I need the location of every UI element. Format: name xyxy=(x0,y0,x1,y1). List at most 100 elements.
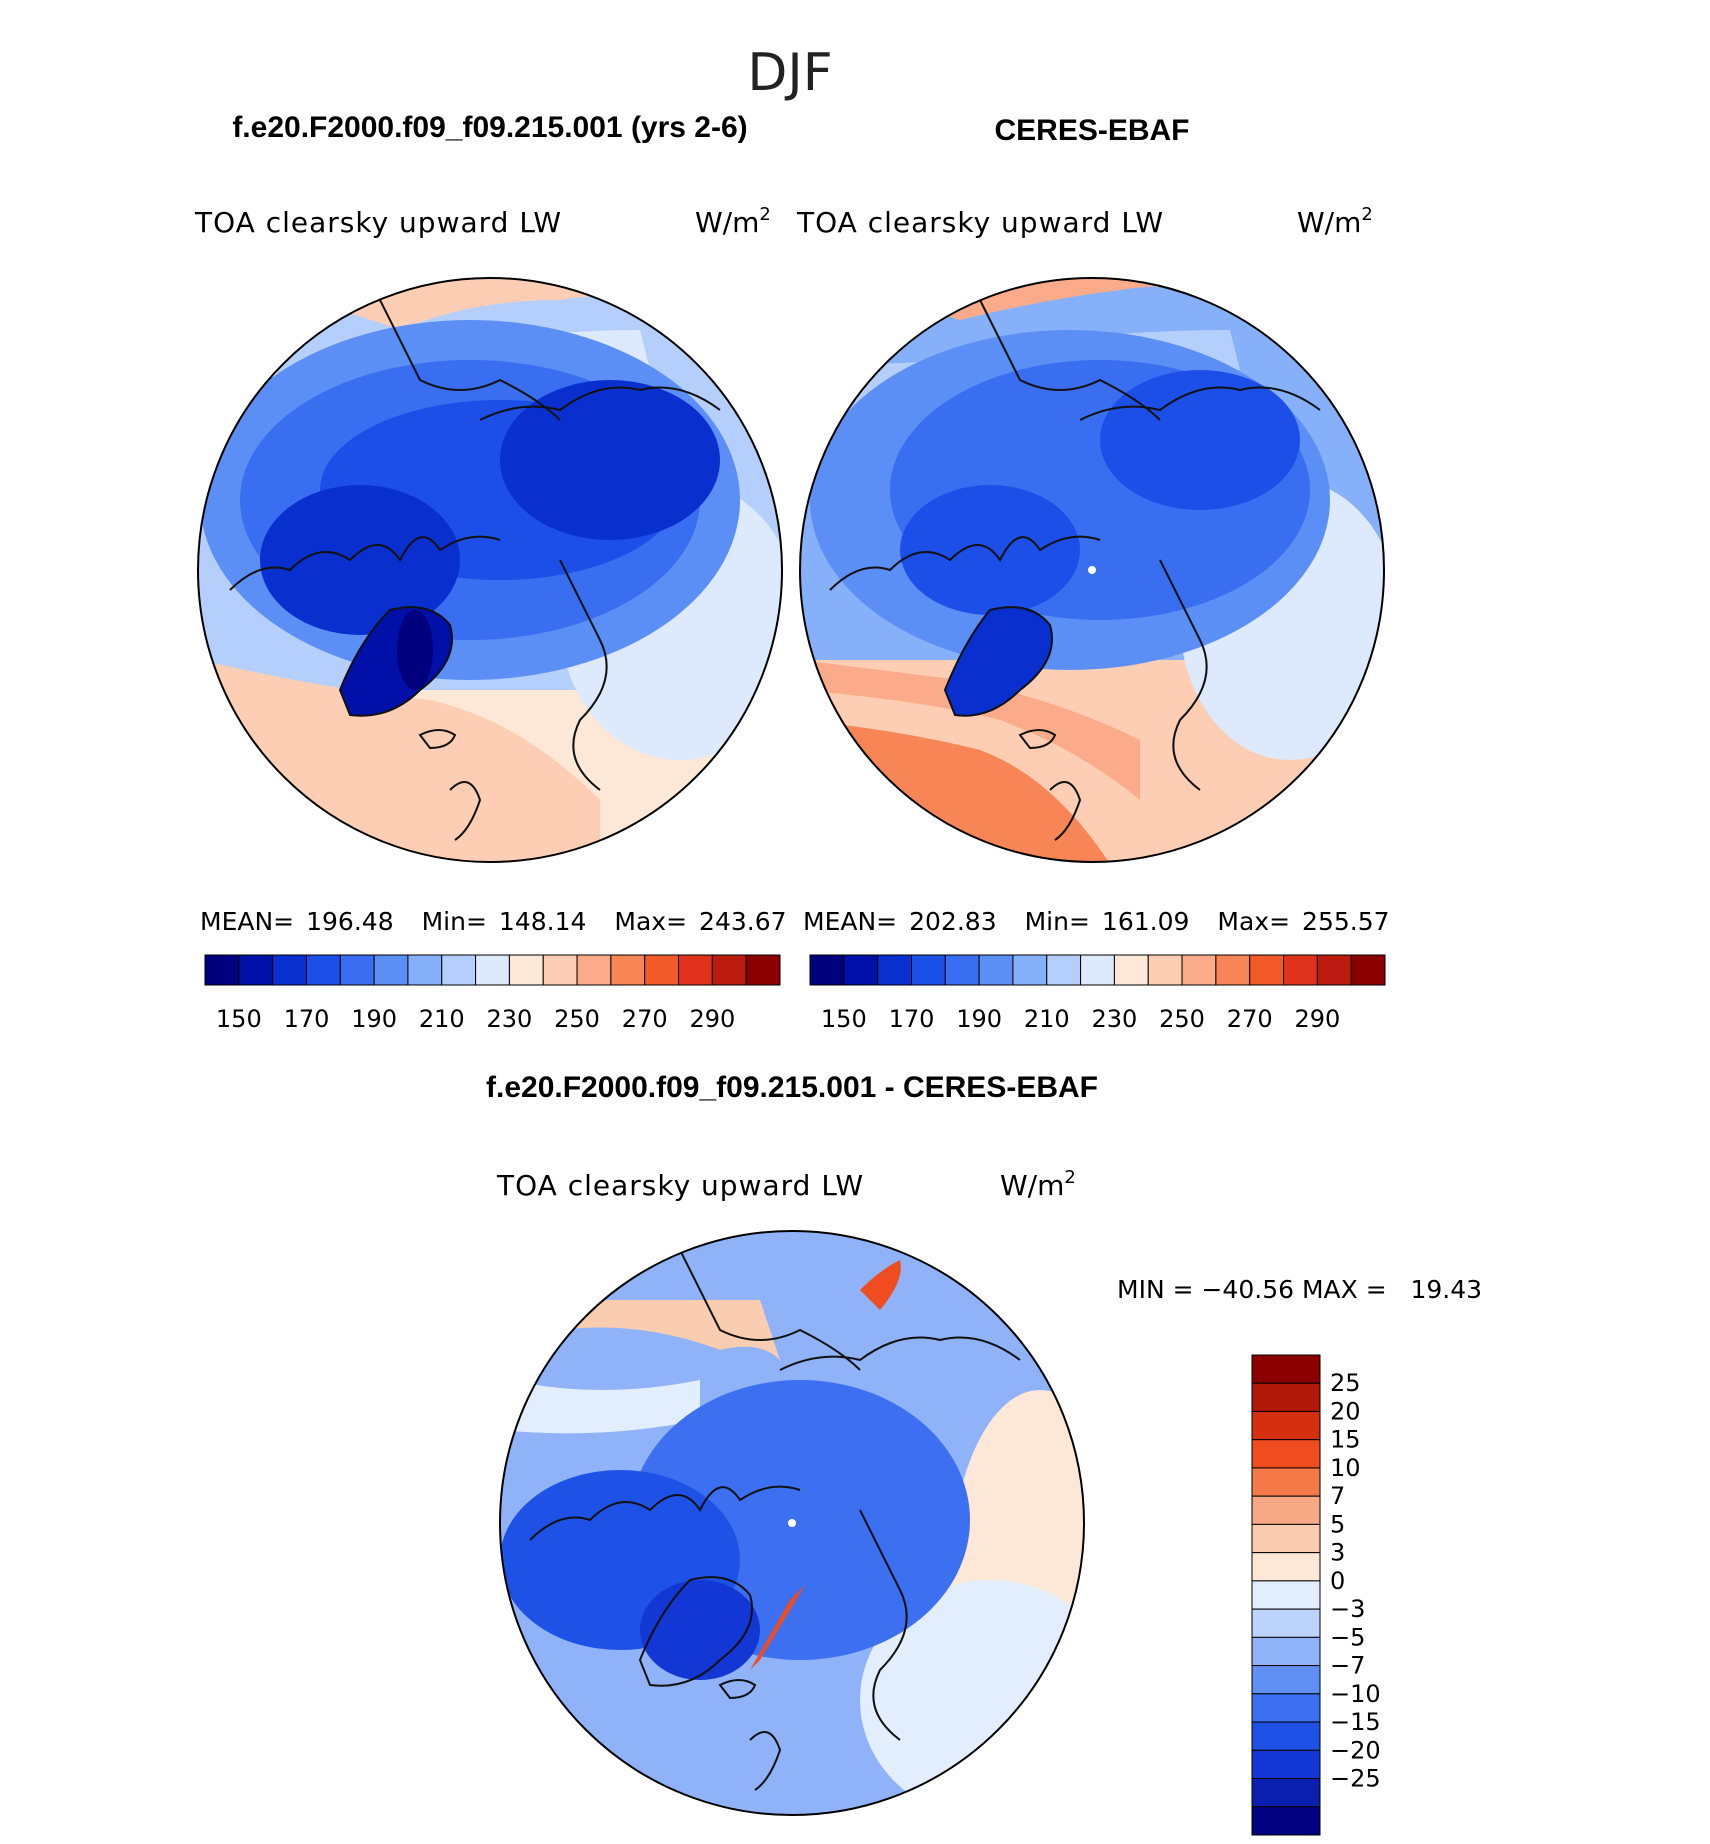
right-case-title: CERES-EBAF xyxy=(994,114,1189,147)
diff-colorbar-bin-0 xyxy=(1251,1354,1321,1384)
diff-colorbar-tick-label: 15 xyxy=(1330,1426,1361,1454)
left-mean-value: 196.48 xyxy=(306,907,393,936)
left-colorbar-tick-label: 170 xyxy=(284,1005,330,1033)
right-colorbar-ticks: 150 170 190 210 230 250 270 290 xyxy=(821,1005,1340,1033)
right-colorbar-bin-13 xyxy=(1249,954,1285,986)
left-polar-map xyxy=(197,277,783,863)
left-units-base: W/m xyxy=(695,206,759,239)
diff-map-greenland-cold xyxy=(640,1580,760,1680)
right-colorbar-bin-8 xyxy=(1080,954,1115,986)
right-colorbar-bin-1 xyxy=(843,954,879,986)
right-map-greenland xyxy=(945,607,1052,716)
left-max-value: 243.67 xyxy=(699,907,786,936)
right-colorbar-bin-7 xyxy=(1046,954,1082,986)
right-map-coast-na xyxy=(829,535,1101,591)
left-colorbar-bin-0 xyxy=(204,954,240,986)
diff-colorbar-tick-label: −7 xyxy=(1330,1652,1365,1680)
left-min-label: Min= xyxy=(422,907,487,936)
diff-units-base: W/m xyxy=(1000,1169,1064,1202)
diff-map-pacific-band xyxy=(500,1380,700,1434)
diff-colorbar-tick-label: −15 xyxy=(1330,1708,1381,1736)
left-units: W/m2 xyxy=(695,204,771,239)
diff-colorbar xyxy=(1251,1354,1321,1836)
right-colorbar-bin-5 xyxy=(978,954,1014,986)
diff-colorbar-bin-9 xyxy=(1251,1608,1321,1638)
right-colorbar-bin-12 xyxy=(1215,954,1251,986)
diff-colorbar-tick-label: −25 xyxy=(1330,1765,1381,1793)
left-colorbar-tick-label: 270 xyxy=(622,1005,668,1033)
right-colorbar-bin-10 xyxy=(1147,954,1183,986)
diff-map-coast-alaska xyxy=(679,1249,861,1371)
left-colorbar-bin-16 xyxy=(745,954,781,986)
diff-map-fram-hot xyxy=(750,1585,805,1670)
left-colorbar-bin-8 xyxy=(475,954,510,986)
right-map-iceland xyxy=(1018,729,1057,750)
left-colorbar-bin-6 xyxy=(407,954,443,986)
diff-units-sup: 2 xyxy=(1064,1167,1075,1188)
diff-polar-map xyxy=(499,1230,1085,1816)
diff-colorbar-bin-1 xyxy=(1251,1382,1321,1412)
diff-colorbar-tick-label: 7 xyxy=(1330,1482,1345,1510)
diff-variable-label: TOA clearsky upward LW xyxy=(496,1169,864,1202)
right-colorbar-bin-14 xyxy=(1283,954,1318,986)
right-map-siberia-cold xyxy=(1100,370,1300,510)
right-mean-label: MEAN= xyxy=(803,907,897,936)
diff-colorbar-bin-13 xyxy=(1251,1721,1321,1751)
right-min-label: Min= xyxy=(1025,907,1090,936)
diff-colorbar-tick-label: 10 xyxy=(1330,1454,1361,1482)
diff-colorbar-tick-label: 3 xyxy=(1330,1539,1345,1567)
diff-map-coast-eurasia xyxy=(779,1336,1021,1741)
left-colorbar-bin-4 xyxy=(339,954,375,986)
left-colorbar-bin-11 xyxy=(576,954,612,986)
left-case-title: f.e20.F2000.f09_f09.215.001 (yrs 2-6) xyxy=(232,111,747,144)
diff-map-iceland xyxy=(718,1679,757,1700)
right-colorbar-bin-9 xyxy=(1113,954,1149,986)
right-map-atlantic-mid xyxy=(800,660,1140,800)
left-stats: MEAN= 196.48 Min= 148.14 Max= 243.67 xyxy=(200,907,787,936)
right-colorbar-tick-label: 230 xyxy=(1092,1005,1138,1033)
left-map-coast-eurasia xyxy=(479,386,721,791)
diff-units: W/m2 xyxy=(1000,1167,1076,1202)
diff-colorbar-bin-16 xyxy=(1251,1806,1321,1836)
diff-colorbar-bin-5 xyxy=(1251,1495,1321,1525)
right-colorbar-tick-label: 210 xyxy=(1024,1005,1070,1033)
diff-map-coast-na xyxy=(529,1485,801,1541)
season-title: DJF xyxy=(747,43,832,103)
left-max-label: Max= xyxy=(614,907,687,936)
left-colorbar-bin-12 xyxy=(610,954,646,986)
right-max-value: 255.57 xyxy=(1302,907,1389,936)
left-colorbar-tick-label: 250 xyxy=(554,1005,600,1033)
left-colorbar-tick-label: 190 xyxy=(351,1005,397,1033)
right-map-pole-marker xyxy=(1088,566,1096,574)
diff-colorbar-bin-12 xyxy=(1251,1693,1321,1723)
diff-map-pole-marker xyxy=(788,1519,796,1527)
right-colorbar xyxy=(809,954,1386,986)
left-colorbar-tick-label: 150 xyxy=(216,1005,262,1033)
diff-colorbar-tick-label: 25 xyxy=(1330,1369,1361,1397)
right-colorbar-bin-2 xyxy=(877,954,912,986)
diff-map-bering-hot xyxy=(860,1260,901,1310)
left-map-archipelago-cold xyxy=(260,485,460,635)
right-colorbar-tick-label: 270 xyxy=(1227,1005,1273,1033)
left-variable-label: TOA clearsky upward LW xyxy=(194,206,562,239)
right-max-label: Max= xyxy=(1217,907,1290,936)
diff-min-max: MIN = −40.56 MAX = 19.43 xyxy=(1117,1275,1482,1304)
left-min-value: 148.14 xyxy=(499,907,586,936)
diff-colorbar-bin-10 xyxy=(1251,1636,1321,1667)
diff-colorbar-tick-label: −20 xyxy=(1330,1736,1381,1764)
right-colorbar-tick-label: 250 xyxy=(1159,1005,1205,1033)
diff-colorbar-bin-15 xyxy=(1251,1778,1321,1808)
diff-colorbar-bin-6 xyxy=(1251,1523,1321,1554)
right-units-sup: 2 xyxy=(1361,204,1372,225)
diff-colorbar-bin-4 xyxy=(1251,1467,1321,1497)
left-colorbar-bin-1 xyxy=(238,954,274,986)
right-colorbar-bin-6 xyxy=(1012,954,1048,986)
right-colorbar-bin-4 xyxy=(944,954,980,986)
left-colorbar-bin-9 xyxy=(508,954,544,986)
diff-colorbar-tick-label: 0 xyxy=(1330,1567,1345,1595)
left-colorbar-tick-label: 230 xyxy=(487,1005,533,1033)
right-stats: MEAN= 202.83 Min= 161.09 Max= 255.57 xyxy=(803,907,1390,936)
diff-map-coast-uk xyxy=(749,1731,782,1791)
right-colorbar-bin-15 xyxy=(1316,954,1352,986)
